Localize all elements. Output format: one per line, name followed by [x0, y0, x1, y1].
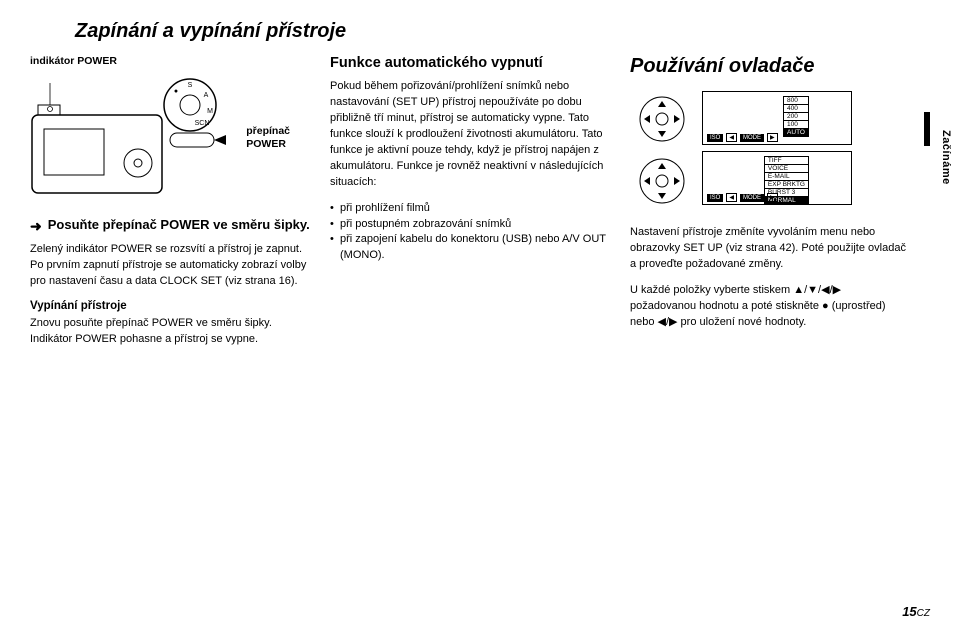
menu-screen-2: TIFF VOICE E-MAIL EXP BRKTG BURST 3 NORM… [702, 151, 852, 205]
chip-mode: MODE [740, 134, 764, 142]
nav-left-icon: ◀ [726, 133, 737, 142]
page-number-suffix: CZ [917, 608, 930, 619]
camera-icon: S A M SCN ● [30, 75, 240, 205]
side-title: Používání ovladače [630, 55, 910, 77]
column-right: Používání ovladače [630, 55, 910, 358]
para-power-on: Zelený indikátor POWER se rozsvítí a pří… [30, 242, 310, 290]
chip-iso: ISO [707, 194, 723, 202]
menu-row: VOICE [765, 165, 808, 173]
auto-off-para: Pokud během pořizování/prohlížení snímků… [330, 79, 610, 191]
svg-text:●: ● [174, 88, 178, 95]
column-left: indikátor POWER přepínač POWER S A M SCN [30, 55, 310, 358]
nav-right-icon: ▶ [767, 133, 778, 142]
nav-left-icon: ◀ [726, 193, 737, 202]
controller-block: 800 400 200 100 AUTO ISO ◀ MODE ▶ [630, 91, 910, 211]
camera-illustration: indikátor POWER přepínač POWER S A M SCN [30, 55, 290, 205]
menu-bottom-bar: ISO ◀ MODE ▶ [707, 133, 847, 142]
menu-row: EXP BRKTG [765, 181, 808, 189]
chip-mode: MODE [740, 194, 764, 202]
nav-right-icon: ▶ [767, 193, 778, 202]
menu-screen-1: 800 400 200 100 AUTO ISO ◀ MODE ▶ [702, 91, 852, 145]
side-tab-marker [924, 112, 930, 146]
menu-list: 800 400 200 100 AUTO [783, 96, 809, 137]
side-tab-label: Začínáme [940, 130, 952, 185]
dpad-illustration [630, 91, 694, 211]
menu-bottom-bar: ISO ◀ MODE ▶ [707, 193, 847, 202]
para-power-off: Znovu posuňte přepínač POWER ve směru ši… [30, 316, 310, 348]
svg-text:M: M [207, 108, 213, 115]
auto-off-heading: Funkce automatického vypnutí [330, 55, 610, 71]
label-power-switch: přepínač POWER [246, 125, 290, 150]
arrow-icon: ➜ [30, 219, 42, 233]
svg-text:A: A [204, 92, 209, 99]
page-number: 15CZ [902, 604, 930, 619]
menu-row: 100 [784, 121, 808, 129]
bullet-item: při zapojení kabelu do konektoru (USB) n… [330, 232, 610, 264]
menu-row: 200 [784, 113, 808, 121]
step-heading: ➜ Posuňte přepínač POWER ve směru šipky. [30, 217, 310, 234]
bullet-item: při prohlížení filmů [330, 201, 610, 217]
step-heading-text: Posuňte přepínač POWER ve směru šipky. [48, 217, 310, 234]
page-number-value: 15 [902, 604, 916, 619]
column-middle: Funkce automatického vypnutí Pokud během… [330, 55, 610, 358]
menu-row: 400 [784, 105, 808, 113]
bullet-item: při postupném zobrazování snímků [330, 217, 610, 233]
svg-text:S: S [188, 82, 193, 89]
menu-row: 800 [784, 97, 808, 105]
chip-iso: ISO [707, 134, 723, 142]
menu-screens: 800 400 200 100 AUTO ISO ◀ MODE ▶ [702, 91, 852, 211]
auto-off-bullets: při prohlížení filmů při postupném zobra… [330, 201, 610, 265]
controller-para-1: Nastavení přístroje změníte vyvoláním me… [630, 225, 910, 273]
content-columns: indikátor POWER přepínač POWER S A M SCN [30, 55, 930, 358]
menu-row: TIFF [765, 157, 808, 165]
section-power-off-label: Vypínání přístroje [30, 300, 310, 312]
page-title: Zapínání a vypínání přístroje [75, 20, 930, 43]
label-power-indicator: indikátor POWER [30, 55, 117, 67]
menu-row: E-MAIL [765, 173, 808, 181]
controller-para-2: U každé položky vyberte stiskem ▲/▼/◀/▶ … [630, 283, 910, 331]
svg-text:SCN: SCN [195, 120, 210, 127]
